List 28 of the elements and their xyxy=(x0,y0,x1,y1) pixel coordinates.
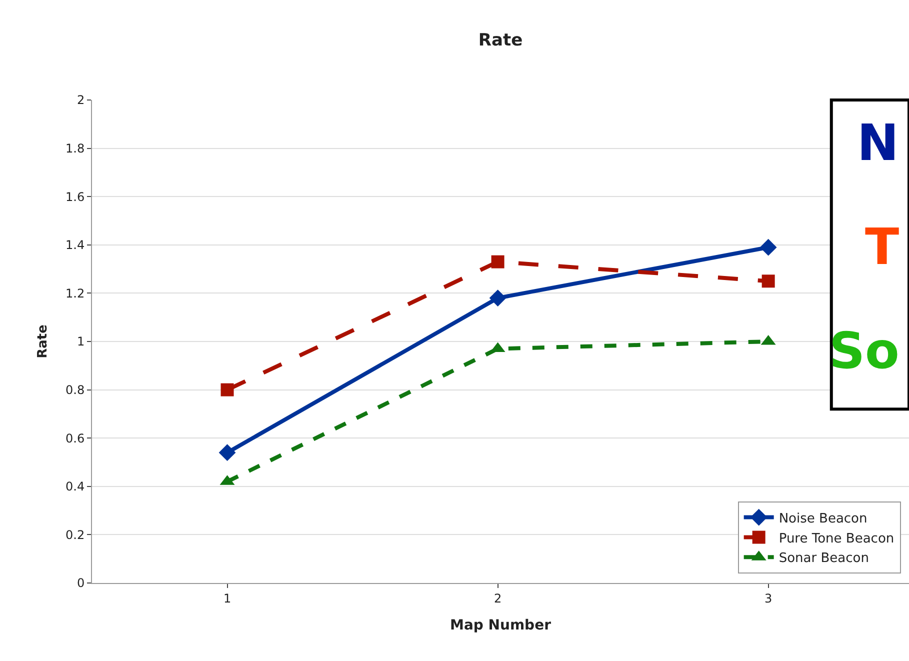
y-axis-title: Rate xyxy=(35,324,50,358)
x-tick-label: 1 xyxy=(223,591,232,606)
point xyxy=(762,274,775,288)
x-tick-label: 3 xyxy=(764,591,772,606)
legend-label: Pure Tone Beacon xyxy=(778,531,894,546)
annotation: N xyxy=(857,114,899,172)
legend-label: Noise Beacon xyxy=(778,511,868,526)
y-tick-label: 0.2 xyxy=(66,528,85,542)
y-tick-label: 1.8 xyxy=(66,142,85,156)
y-tick-label: 0.6 xyxy=(66,431,85,446)
point xyxy=(218,444,236,462)
y-tick-label: 1 xyxy=(76,334,85,349)
y-tick-label: 1.4 xyxy=(66,238,85,252)
point xyxy=(760,238,777,256)
chart-title: Rate xyxy=(478,30,523,51)
annotation: T xyxy=(865,218,900,276)
y-tick-label: 1.2 xyxy=(66,286,85,300)
x-axis-title: Map Number xyxy=(450,618,552,634)
legend-label: Sonar Beacon xyxy=(778,551,869,566)
y-tick-label: 0.4 xyxy=(66,480,85,494)
point xyxy=(220,383,234,396)
point xyxy=(489,290,506,306)
point xyxy=(491,255,504,268)
y-tick-label: 0.8 xyxy=(66,383,85,397)
x-tick-label: 2 xyxy=(494,591,502,606)
y-tick-label: 2 xyxy=(76,93,85,108)
y-tick-label: 0 xyxy=(76,576,85,590)
y-tick-label: 1.6 xyxy=(66,190,85,204)
